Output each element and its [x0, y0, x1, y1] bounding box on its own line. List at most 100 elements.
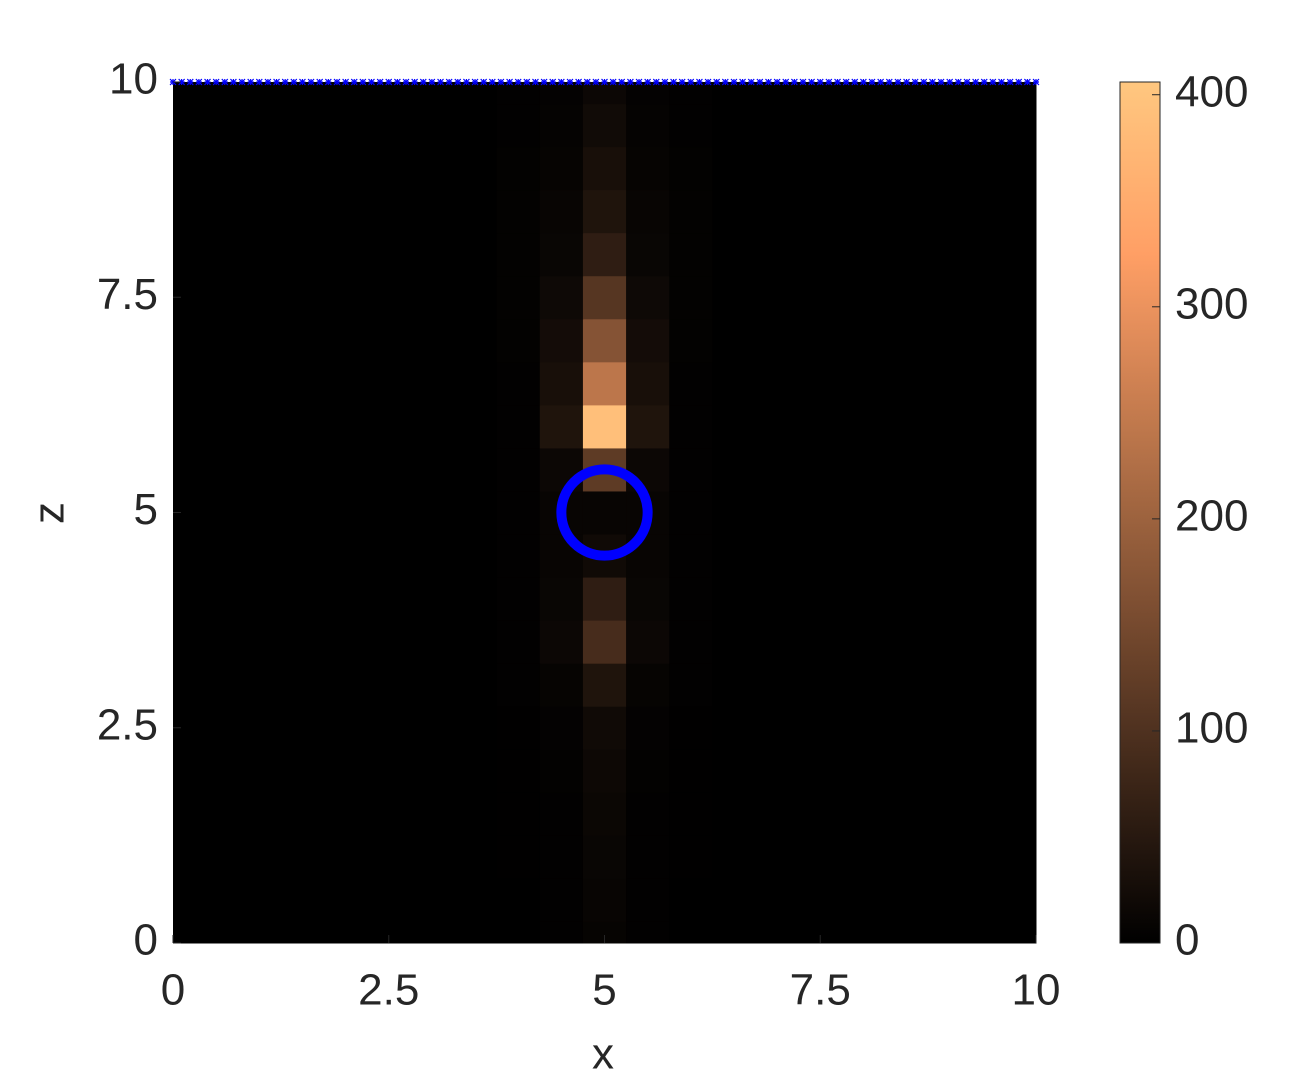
heat-cell — [712, 835, 757, 879]
heat-cell — [669, 749, 713, 793]
heat-cell — [669, 232, 713, 277]
source-marker — [454, 78, 462, 86]
heat-cell — [841, 275, 886, 320]
heat-cell — [582, 921, 627, 944]
heat-cell — [496, 749, 541, 793]
heat-cell — [367, 490, 411, 535]
heat-cell — [367, 189, 411, 234]
heat-cell — [582, 146, 627, 191]
heat-cell — [173, 792, 196, 836]
heat-cell — [1014, 534, 1037, 578]
heat-cell — [496, 663, 541, 707]
heat-cell — [496, 447, 541, 492]
heat-cell — [453, 749, 498, 793]
source-marker — [1023, 78, 1031, 86]
source-marker — [808, 78, 816, 86]
heat-cell — [755, 404, 800, 449]
source-marker — [782, 78, 790, 86]
heat-cell — [1014, 404, 1037, 449]
colorbar-tick-label: 0 — [1175, 916, 1199, 965]
heat-cell — [841, 792, 886, 836]
source-marker — [497, 78, 505, 86]
heat-cell — [884, 275, 929, 320]
heat-cell — [410, 361, 454, 406]
source-marker — [670, 78, 677, 86]
heat-cell — [712, 663, 757, 707]
heat-cell — [582, 404, 627, 449]
heat-cell — [496, 620, 541, 664]
heat-cell — [453, 577, 498, 621]
heat-cell — [755, 749, 800, 793]
heat-cell — [1014, 620, 1037, 664]
heat-cell — [194, 878, 239, 922]
source-marker — [238, 78, 246, 86]
source-marker — [557, 78, 565, 86]
heat-cell — [755, 318, 800, 363]
x-tick-label: 5 — [592, 966, 616, 1015]
heat-cell — [237, 534, 282, 578]
heat-cell — [1014, 749, 1037, 793]
heat-cell — [971, 318, 1015, 363]
heat-cell — [669, 189, 713, 234]
source-marker — [204, 78, 211, 86]
heat-cell — [798, 490, 843, 535]
heat-cell — [496, 103, 541, 148]
heat-cell — [1014, 706, 1037, 750]
heat-cell — [194, 146, 239, 191]
heat-cell — [410, 835, 454, 879]
heat-cell — [798, 792, 843, 836]
heat-cell — [669, 792, 713, 836]
source-marker — [506, 78, 513, 86]
heat-cell — [884, 534, 929, 578]
heat-cell — [453, 706, 498, 750]
heat-cell — [582, 835, 627, 879]
heat-cell — [798, 921, 843, 944]
source-marker — [635, 78, 643, 86]
source-marker — [713, 78, 721, 86]
heat-cell — [237, 146, 282, 191]
source-marker — [929, 78, 936, 86]
heat-cell — [971, 275, 1015, 320]
heat-cell — [280, 404, 325, 449]
source-marker — [885, 78, 893, 86]
heat-cell — [928, 749, 972, 793]
source-marker — [212, 78, 220, 86]
source-marker — [894, 78, 902, 86]
heat-cell — [324, 921, 368, 944]
heat-cell — [280, 490, 325, 535]
heat-cell — [971, 534, 1015, 578]
source-marker — [963, 78, 971, 86]
heat-cell — [237, 749, 282, 793]
heat-cell — [496, 706, 541, 750]
heat-cell — [712, 275, 757, 320]
source-marker — [264, 78, 272, 86]
heat-cell — [496, 361, 541, 406]
source-marker — [273, 78, 280, 86]
heat-cell — [367, 706, 411, 750]
heat-cell — [669, 663, 713, 707]
heat-cell — [539, 878, 584, 922]
heat-cell — [798, 663, 843, 707]
heat-cell — [1014, 447, 1037, 492]
heat-cell — [841, 103, 886, 148]
heat-cell — [410, 275, 454, 320]
heat-cell — [884, 749, 929, 793]
heat-cell — [798, 275, 843, 320]
heat-cell — [884, 232, 929, 277]
source-marker — [385, 78, 393, 86]
heat-cell — [324, 232, 368, 277]
source-marker — [411, 78, 419, 86]
heat-cell — [1014, 232, 1037, 277]
heat-cell — [1014, 921, 1037, 944]
heat-cell — [324, 663, 368, 707]
heat-cell — [194, 663, 239, 707]
heat-cell — [1014, 663, 1037, 707]
heat-cell — [582, 275, 627, 320]
heat-cell — [367, 620, 411, 664]
heat-cell — [367, 447, 411, 492]
heat-cell — [367, 275, 411, 320]
source-marker — [1032, 78, 1040, 86]
heat-cell — [539, 663, 584, 707]
heat-cell — [841, 534, 886, 578]
heat-cell — [626, 577, 670, 621]
